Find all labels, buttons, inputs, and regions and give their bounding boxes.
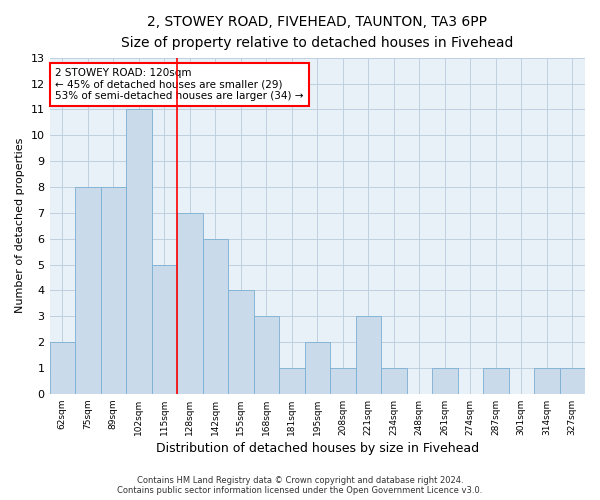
Bar — [534, 368, 560, 394]
Bar — [50, 342, 75, 394]
Y-axis label: Number of detached properties: Number of detached properties — [15, 138, 25, 314]
Bar — [75, 187, 101, 394]
Bar — [101, 187, 126, 394]
Bar — [203, 238, 228, 394]
Bar — [228, 290, 254, 394]
X-axis label: Distribution of detached houses by size in Fivehead: Distribution of detached houses by size … — [156, 442, 479, 455]
Bar — [152, 264, 177, 394]
Bar — [279, 368, 305, 394]
Bar — [356, 316, 381, 394]
Text: Contains HM Land Registry data © Crown copyright and database right 2024.
Contai: Contains HM Land Registry data © Crown c… — [118, 476, 482, 495]
Bar — [254, 316, 279, 394]
Bar — [305, 342, 330, 394]
Bar — [177, 213, 203, 394]
Bar — [432, 368, 458, 394]
Bar — [560, 368, 585, 394]
Text: 2 STOWEY ROAD: 120sqm
← 45% of detached houses are smaller (29)
53% of semi-deta: 2 STOWEY ROAD: 120sqm ← 45% of detached … — [55, 68, 304, 101]
Bar — [126, 110, 152, 394]
Bar — [330, 368, 356, 394]
Title: 2, STOWEY ROAD, FIVEHEAD, TAUNTON, TA3 6PP
Size of property relative to detached: 2, STOWEY ROAD, FIVEHEAD, TAUNTON, TA3 6… — [121, 15, 514, 50]
Bar — [483, 368, 509, 394]
Bar — [381, 368, 407, 394]
